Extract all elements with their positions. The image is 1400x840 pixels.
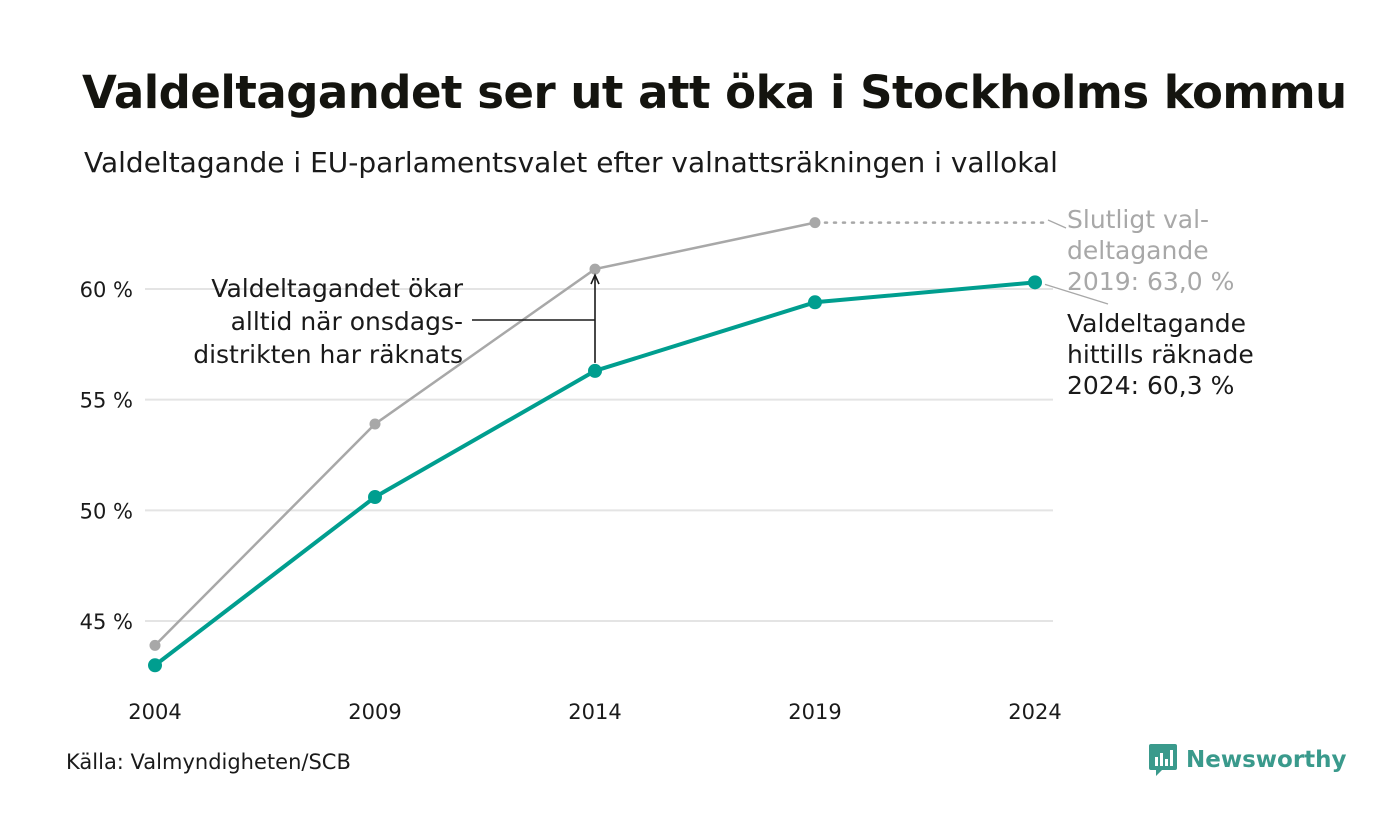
- final-turnout-point: [149, 639, 161, 651]
- counted-turnout-point: [1028, 275, 1042, 290]
- counted-label-line: 2024: 60,3 %: [1067, 371, 1234, 400]
- final-turnout-line: [154, 221, 816, 647]
- counted-turnout-point: [588, 363, 602, 378]
- counted-label-leader: [1044, 283, 1109, 305]
- counted-turnout-point: [368, 490, 382, 505]
- chart-title: Valdeltagandet ser ut att öka i Stockhol…: [82, 66, 1347, 119]
- x-tick-label: 2024: [1008, 700, 1061, 724]
- y-axis-ticks: 45 % 50 % 55 % 60 %: [80, 278, 133, 634]
- final-label-line: Slutligt val-: [1067, 205, 1209, 234]
- counted-turnout-point: [808, 295, 822, 310]
- y-tick-label: 60 %: [80, 278, 133, 302]
- y-tick-label: 50 %: [80, 499, 133, 523]
- final-turnout-point: [369, 418, 381, 430]
- x-tick-label: 2009: [348, 700, 401, 724]
- final-label-line: deltagande: [1067, 236, 1209, 265]
- series-lines: [148, 217, 1050, 673]
- chart-subtitle: Valdeltagande i EU-parlamentsvalet efter…: [84, 146, 1058, 179]
- final-turnout-point: [809, 217, 821, 229]
- source-note: Källa: Valmyndigheten/SCB: [66, 750, 351, 774]
- counted-label-line: Valdeltagande: [1067, 309, 1246, 338]
- x-tick-label: 2004: [128, 700, 181, 724]
- newsworthy-logo[interactable]: Newsworthy: [1148, 742, 1347, 778]
- y-tick-label: 55 %: [80, 389, 133, 413]
- gridlines: [145, 288, 1053, 622]
- newsworthy-logo-icon: [1149, 744, 1177, 776]
- final-label-leader: [1047, 219, 1067, 229]
- logo-text: Newsworthy: [1186, 747, 1347, 773]
- counted-label-line: hittills räknade: [1067, 340, 1254, 369]
- final-label-line: 2019: 63,0 %: [1067, 267, 1234, 296]
- x-tick-label: 2019: [788, 700, 841, 724]
- increase-note-line: distrikten har räknats: [193, 340, 463, 369]
- increase-arrow-head: [590, 273, 600, 285]
- increase-note-line: alltid när onsdags-: [231, 307, 463, 336]
- annotations: Valdeltagandet ökar alltid när onsdags-di…: [193, 205, 1253, 400]
- x-axis-ticks: 2004 2009 2014 2019 2024: [128, 700, 1061, 724]
- increase-note-line: Valdeltagandet ökar: [211, 274, 463, 303]
- counted-turnout-point: [148, 658, 162, 673]
- y-tick-label: 45 %: [80, 610, 133, 634]
- x-tick-label: 2014: [568, 700, 621, 724]
- final-turnout-point: [589, 263, 601, 275]
